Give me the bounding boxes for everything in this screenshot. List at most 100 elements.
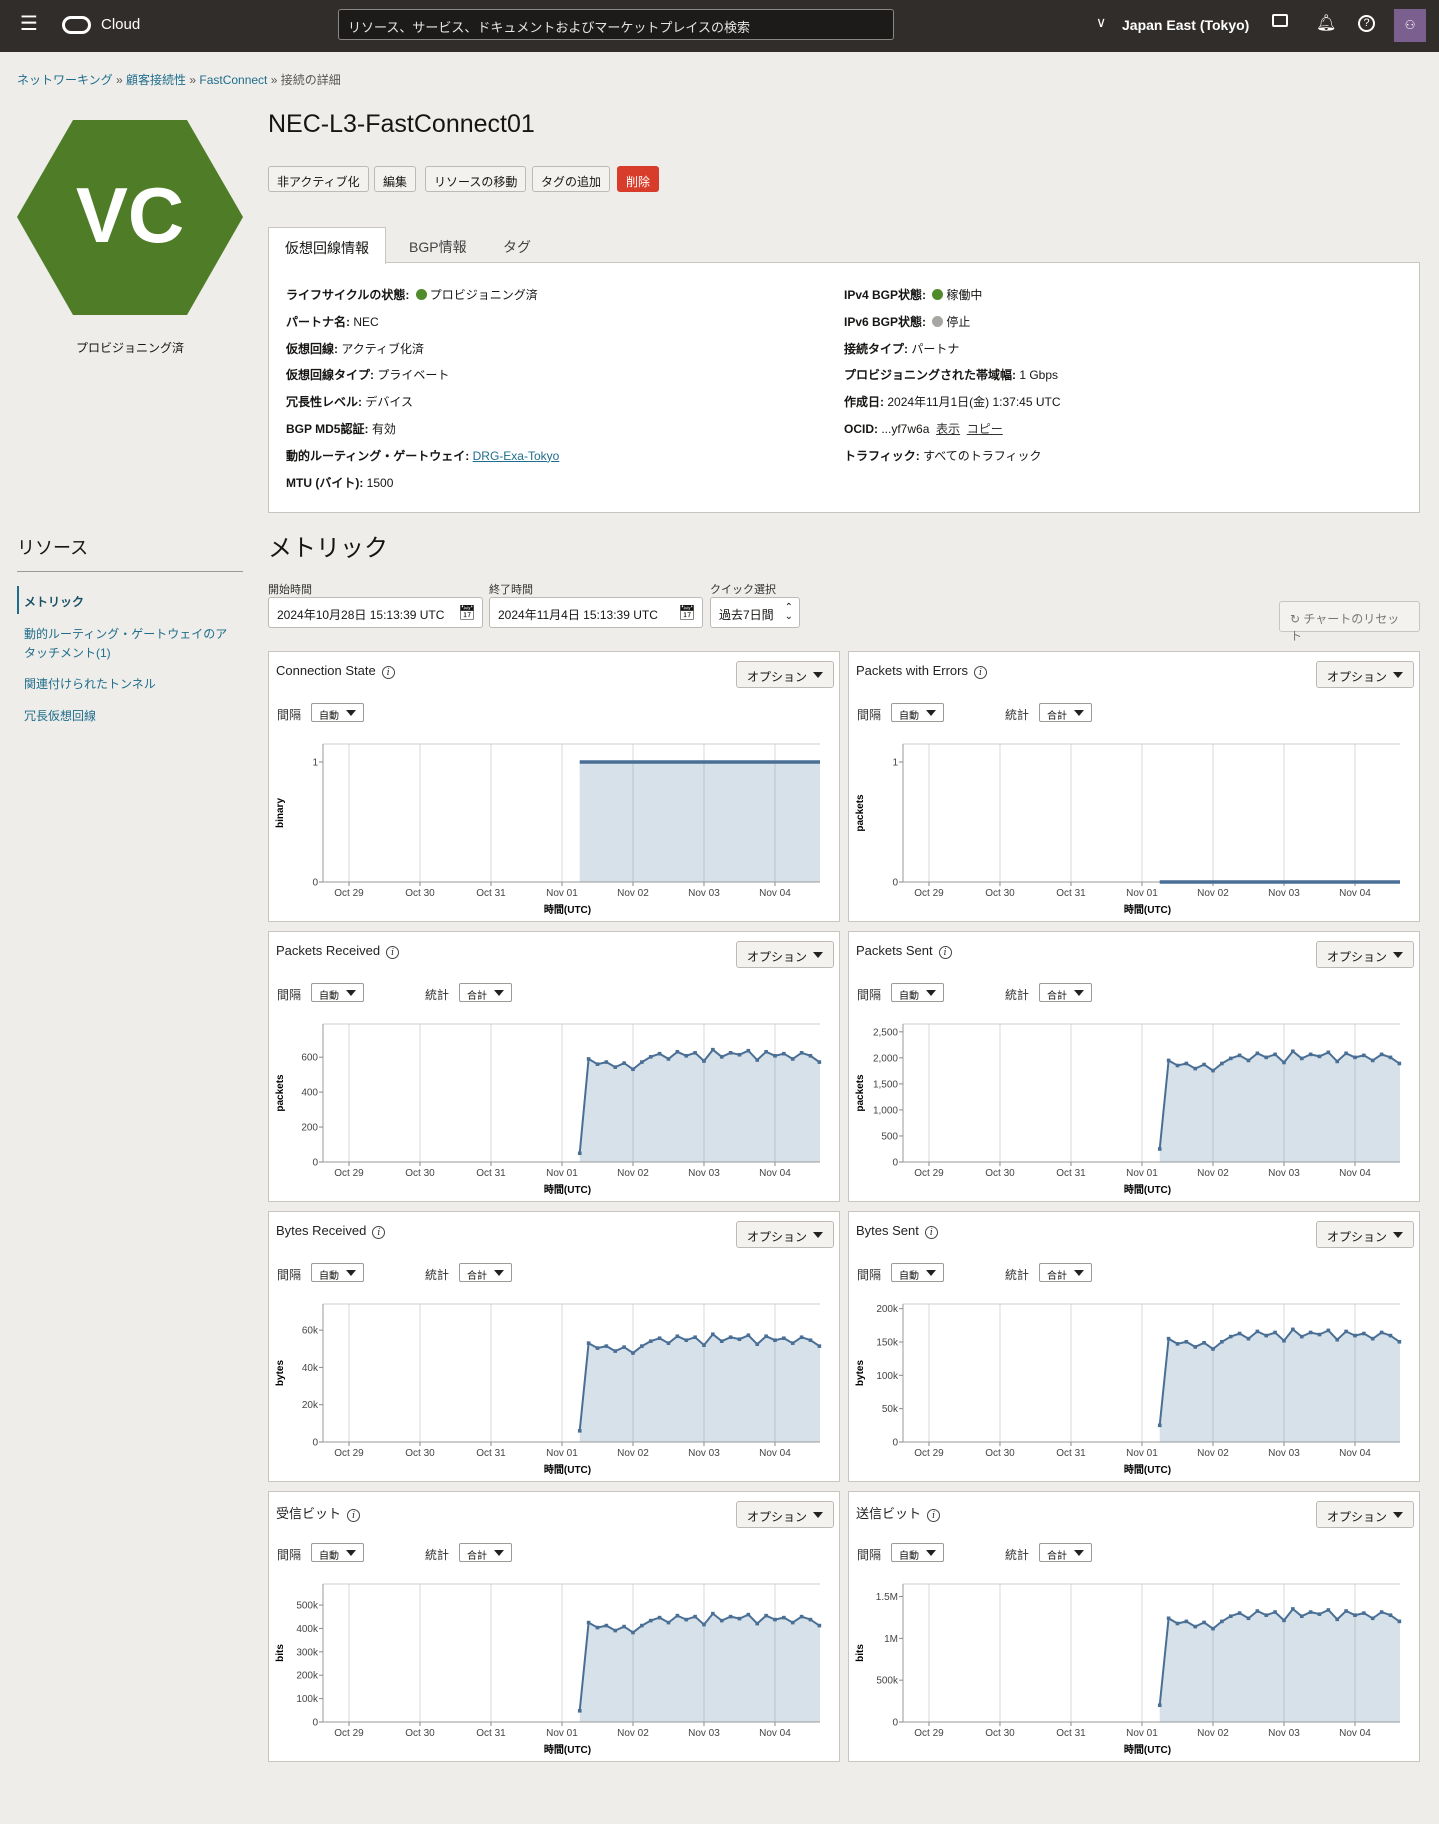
- data-point[interactable]: [1308, 1610, 1313, 1614]
- data-point[interactable]: [1397, 1619, 1402, 1624]
- data-point[interactable]: [719, 1618, 724, 1623]
- statistic-select[interactable]: 合計: [459, 983, 512, 1002]
- data-point[interactable]: [631, 1630, 635, 1635]
- data-point[interactable]: [764, 1049, 768, 1054]
- data-point[interactable]: [1237, 1053, 1242, 1058]
- data-point[interactable]: [737, 1052, 742, 1057]
- data-point[interactable]: [773, 1617, 777, 1622]
- app-name[interactable]: Cloud: [101, 16, 141, 33]
- data-point[interactable]: [595, 1625, 600, 1630]
- data-point[interactable]: [1388, 1613, 1393, 1617]
- oracle-logo-icon[interactable]: [62, 16, 91, 34]
- interval-select[interactable]: 自動: [311, 1543, 364, 1562]
- data-point[interactable]: [1326, 1608, 1331, 1612]
- data-point[interactable]: [1379, 1052, 1384, 1057]
- data-point[interactable]: [790, 1341, 795, 1345]
- data-point[interactable]: [755, 1058, 760, 1062]
- data-point[interactable]: [666, 1620, 671, 1625]
- data-point[interactable]: [1335, 1337, 1340, 1342]
- data-point[interactable]: [764, 1613, 768, 1618]
- data-point[interactable]: [648, 1055, 653, 1059]
- data-point[interactable]: [1228, 1334, 1233, 1339]
- data-point[interactable]: [1353, 1333, 1357, 1338]
- info-icon[interactable]: i: [372, 1226, 386, 1239]
- data-point[interactable]: [1211, 1347, 1215, 1351]
- data-point[interactable]: [666, 1341, 671, 1345]
- data-point[interactable]: [1175, 1063, 1180, 1068]
- data-point[interactable]: [782, 1051, 786, 1056]
- data-point[interactable]: [657, 1615, 662, 1620]
- data-point[interactable]: [631, 1351, 635, 1355]
- data-point[interactable]: [1237, 1611, 1242, 1615]
- data-point[interactable]: [613, 1349, 618, 1353]
- reset-charts-button[interactable]: ↻ チャートのリセット: [1279, 601, 1420, 643]
- options-button[interactable]: オプション: [736, 1221, 834, 1248]
- statistic-select[interactable]: 合計: [1039, 1543, 1092, 1562]
- statistic-select[interactable]: 合計: [1039, 983, 1092, 1002]
- interval-select[interactable]: 自動: [311, 983, 364, 1002]
- data-point[interactable]: [631, 1067, 635, 1072]
- data-point[interactable]: [1246, 1336, 1251, 1341]
- data-point[interactable]: [693, 1614, 697, 1619]
- options-button[interactable]: オプション: [1316, 661, 1414, 688]
- data-point[interactable]: [1264, 1333, 1269, 1338]
- data-point[interactable]: [1211, 1626, 1215, 1631]
- menu-icon[interactable]: ☰: [20, 13, 38, 35]
- data-point[interactable]: [604, 1060, 609, 1064]
- tab-tags[interactable]: タグ: [503, 239, 531, 255]
- data-point[interactable]: [1370, 1336, 1375, 1341]
- copy-link[interactable]: コピー: [966, 422, 1003, 436]
- move-resource-button[interactable]: リソースの移動: [425, 166, 527, 192]
- data-point[interactable]: [755, 1342, 760, 1346]
- calendar-icon[interactable]: 📅︎: [678, 604, 696, 620]
- data-point[interactable]: [1166, 1058, 1171, 1063]
- data-point[interactable]: [1388, 1055, 1393, 1060]
- data-point[interactable]: [657, 1051, 662, 1056]
- data-point[interactable]: [666, 1057, 671, 1061]
- data-point[interactable]: [1299, 1614, 1304, 1619]
- options-button[interactable]: オプション: [736, 1501, 834, 1528]
- data-point[interactable]: [799, 1051, 804, 1055]
- data-point[interactable]: [595, 1346, 600, 1350]
- data-point[interactable]: [1228, 1056, 1233, 1061]
- deactivate-button[interactable]: 非アクティブ化: [268, 166, 369, 192]
- add-tags-button[interactable]: タグの追加: [532, 166, 611, 192]
- data-point[interactable]: [817, 1060, 822, 1064]
- data-point[interactable]: [622, 1345, 626, 1349]
- data-point[interactable]: [790, 1620, 795, 1625]
- interval-select[interactable]: 自動: [311, 1263, 364, 1282]
- data-point[interactable]: [1166, 1616, 1171, 1621]
- data-point[interactable]: [1362, 1611, 1366, 1615]
- data-point[interactable]: [1175, 1621, 1180, 1626]
- data-point[interactable]: [622, 1624, 626, 1629]
- sidebar-item-tunnels[interactable]: 関連付けられたトンネル: [24, 677, 156, 691]
- data-point[interactable]: [737, 1337, 742, 1342]
- info-icon[interactable]: i: [927, 1509, 941, 1522]
- data-point[interactable]: [1166, 1336, 1171, 1341]
- data-point[interactable]: [1282, 1060, 1286, 1065]
- data-point[interactable]: [1193, 1066, 1198, 1071]
- data-point[interactable]: [684, 1053, 689, 1058]
- data-point[interactable]: [1344, 1329, 1348, 1334]
- data-point[interactable]: [577, 1708, 582, 1713]
- data-point[interactable]: [1370, 1616, 1375, 1621]
- data-point[interactable]: [1193, 1345, 1198, 1349]
- data-point[interactable]: [1388, 1333, 1393, 1338]
- data-point[interactable]: [755, 1621, 760, 1626]
- quick-select[interactable]: 過去7日間 ⌃ ⌄: [710, 597, 800, 628]
- data-point[interactable]: [613, 1628, 618, 1633]
- data-point[interactable]: [640, 1623, 644, 1628]
- statistic-select[interactable]: 合計: [1039, 1263, 1092, 1282]
- data-point[interactable]: [1317, 1054, 1322, 1059]
- data-point[interactable]: [1299, 1056, 1304, 1061]
- user-avatar-icon[interactable]: ⚇: [1394, 9, 1426, 42]
- data-point[interactable]: [1220, 1619, 1224, 1624]
- data-point[interactable]: [675, 1613, 680, 1618]
- tab-virtual-circuit-info[interactable]: 仮想回線情報: [268, 227, 386, 264]
- data-point[interactable]: [1264, 1613, 1269, 1617]
- delete-button[interactable]: 削除: [617, 166, 660, 192]
- breadcrumb-customer-connectivity[interactable]: 顧客接続性: [126, 73, 187, 87]
- options-button[interactable]: オプション: [1316, 941, 1414, 968]
- data-point[interactable]: [702, 1059, 706, 1063]
- data-point[interactable]: [719, 1339, 724, 1343]
